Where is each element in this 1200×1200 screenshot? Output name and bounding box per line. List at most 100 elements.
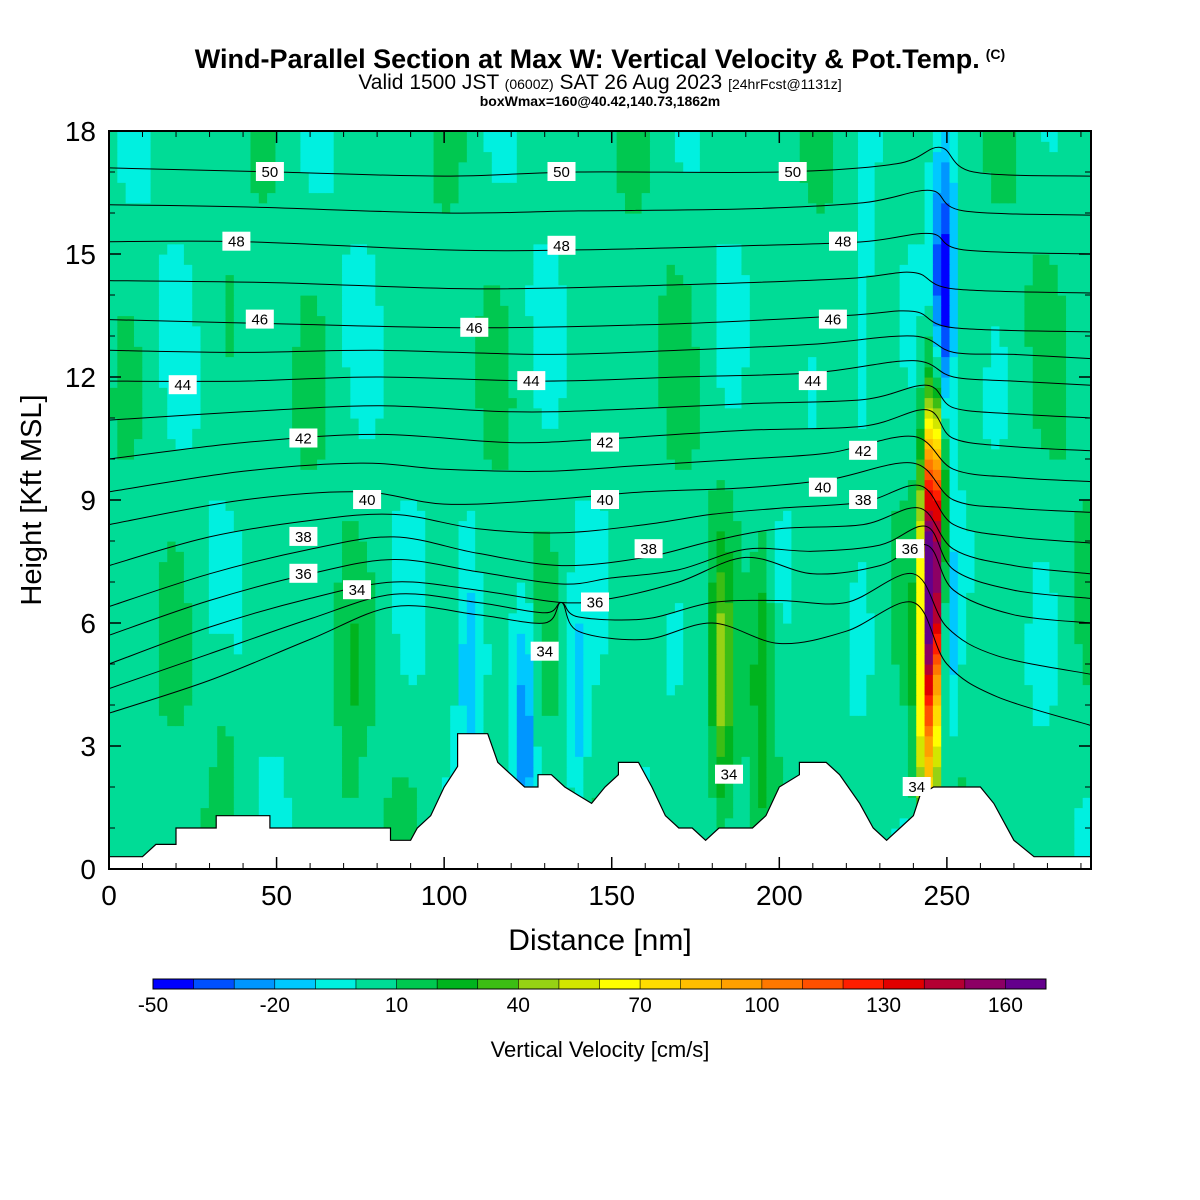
w-cell — [691, 766, 701, 778]
w-cell — [808, 571, 817, 583]
w-cell — [267, 787, 277, 798]
w-cell — [616, 725, 626, 737]
w-cell — [575, 459, 584, 470]
w-cell — [150, 746, 160, 757]
w-cell — [208, 653, 218, 665]
w-cell — [466, 705, 476, 716]
w-cell — [857, 623, 867, 634]
w-cell — [550, 705, 559, 716]
w-cell — [292, 602, 301, 614]
w-cell — [716, 787, 726, 798]
w-cell — [1082, 520, 1091, 532]
w-cell — [400, 541, 410, 552]
w-cell — [799, 623, 809, 634]
w-cell — [699, 705, 709, 716]
w-cell — [533, 448, 543, 460]
w-cell — [941, 479, 951, 491]
w-cell — [882, 602, 892, 614]
w-cell — [117, 448, 127, 460]
w-cell — [1016, 725, 1026, 737]
w-cell — [217, 756, 227, 768]
w-cell — [183, 756, 193, 768]
w-cell — [133, 612, 143, 624]
w-cell — [358, 725, 368, 737]
w-cell — [533, 592, 543, 604]
w-cell — [749, 479, 759, 491]
w-cell — [283, 551, 293, 563]
w-cell — [633, 448, 643, 460]
w-cell — [649, 582, 659, 593]
w-cell — [683, 756, 693, 768]
w-cell — [974, 705, 984, 716]
w-cell — [857, 510, 867, 522]
w-cell — [583, 438, 593, 450]
w-cell — [142, 592, 152, 604]
w-cell — [366, 459, 376, 470]
w-cell — [242, 602, 252, 614]
w-cell — [982, 520, 992, 532]
w-cell — [400, 561, 410, 573]
w-cell — [508, 756, 518, 768]
w-cell — [441, 653, 451, 665]
w-cell — [949, 561, 959, 573]
w-cell — [391, 448, 401, 460]
w-cell — [649, 469, 659, 481]
w-cell — [624, 561, 634, 573]
w-cell — [366, 530, 376, 542]
w-cell — [766, 623, 776, 634]
w-cell — [674, 500, 684, 511]
w-cell — [500, 602, 510, 614]
w-cell — [308, 817, 318, 829]
w-cell — [425, 797, 435, 809]
w-cell — [242, 664, 252, 675]
w-cell — [600, 653, 609, 665]
w-cell — [267, 643, 277, 655]
w-cell — [516, 705, 526, 716]
w-cell — [475, 684, 485, 696]
w-cell — [708, 787, 718, 798]
w-cell — [416, 520, 426, 532]
w-cell — [974, 776, 984, 788]
w-cell — [749, 530, 759, 542]
w-cell — [774, 756, 784, 768]
w-cell — [109, 838, 118, 850]
w-cell — [874, 735, 884, 747]
w-cell — [1057, 705, 1067, 716]
w-cell — [882, 766, 892, 778]
w-cell — [833, 459, 842, 470]
w-cell — [250, 602, 260, 614]
w-cell — [109, 684, 118, 696]
w-cell — [200, 776, 210, 788]
w-cell — [242, 756, 252, 768]
w-cell — [158, 746, 168, 757]
w-cell — [133, 602, 143, 614]
w-cell — [741, 725, 751, 737]
w-cell — [558, 551, 568, 563]
w-cell — [783, 766, 792, 778]
w-cell — [450, 500, 460, 511]
w-cell — [408, 725, 418, 737]
w-cell — [308, 623, 318, 634]
w-cell — [724, 520, 734, 532]
w-cell — [258, 694, 268, 706]
w-cell — [566, 612, 576, 624]
w-cell — [275, 725, 285, 737]
w-cell — [633, 643, 643, 655]
w-cell — [733, 469, 743, 481]
w-cell — [267, 674, 277, 686]
w-cell — [758, 694, 768, 706]
w-cell — [741, 633, 751, 645]
w-cell — [991, 694, 1001, 706]
w-cell — [441, 510, 451, 522]
w-cell — [949, 479, 959, 491]
w-cell — [683, 510, 693, 522]
w-cell — [708, 469, 718, 481]
w-cell — [109, 469, 118, 481]
w-cell — [966, 571, 976, 583]
w-cell — [991, 602, 1001, 614]
w-cell — [849, 510, 859, 522]
w-cell — [192, 438, 202, 450]
w-cell — [575, 766, 584, 778]
w-cell — [192, 489, 202, 501]
w-cell — [874, 725, 884, 737]
